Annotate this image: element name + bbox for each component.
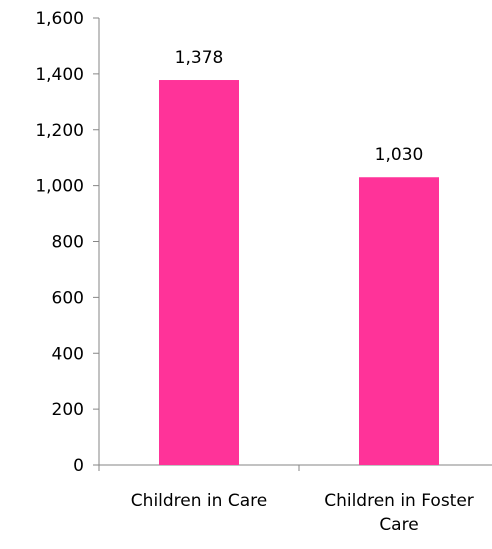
y-tick-label: 1,400 <box>35 65 84 85</box>
bar-value-label: 1,030 <box>375 145 424 165</box>
bar <box>359 177 439 465</box>
x-category-label: Children in Care <box>131 491 267 511</box>
y-tick-label: 600 <box>52 288 84 308</box>
x-axis: Children in Care Children in Foster Care <box>99 465 492 535</box>
y-tick-label: 800 <box>52 233 84 253</box>
x-category-label-line: Children in Care <box>131 491 267 511</box>
y-tick-label: 200 <box>52 400 84 420</box>
bar <box>159 80 239 465</box>
y-tick-label: 400 <box>52 344 84 364</box>
y-axis: 0 200 400 600 800 1,000 1,200 1,400 1,600 <box>35 9 99 476</box>
y-tick-label: 1,600 <box>35 9 84 29</box>
x-category-label-line: Children in Foster <box>324 491 474 511</box>
y-tick-label: 1,200 <box>35 121 84 141</box>
y-tick-label: 0 <box>73 456 84 476</box>
bars <box>159 80 439 465</box>
bar-value-label: 1,378 <box>175 48 224 68</box>
x-category-label-line: Care <box>379 515 418 535</box>
x-category-label: Children in Foster Care <box>324 491 474 535</box>
y-tick-label: 1,000 <box>35 177 84 197</box>
